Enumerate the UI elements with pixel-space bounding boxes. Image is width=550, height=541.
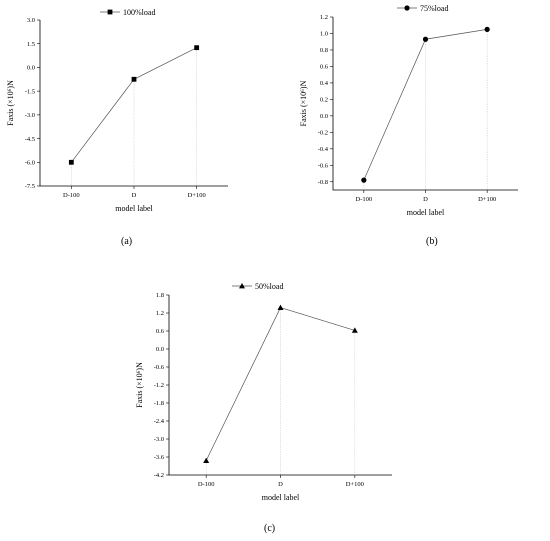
x-tick-label: D+100 (346, 481, 364, 488)
x-tick-label: D (132, 192, 137, 199)
x-tick-label: D-100 (63, 192, 80, 199)
x-axis-title: model label (262, 493, 300, 502)
data-point (422, 36, 429, 42)
y-tick-label: -4.5 (25, 136, 35, 143)
x-tick-label: D+100 (188, 192, 206, 199)
y-tick-label: -3.0 (154, 436, 164, 443)
data-point (484, 26, 490, 32)
y-tick-label: -3.0 (25, 112, 35, 119)
chart-panel-a: 3.0 1.5 0.0 -1.5 -3.0 -4.5 -6.0 -7.5 D-100 D D+100… (0, 0, 275, 230)
chart-panel-b: 1.2 1.0 0.8 0.6 0.4 0.2 0.0 -0.2 -0.4 -0.6 -0.8 D-1… (275, 0, 550, 230)
data-point (68, 159, 74, 165)
x-tick-label: D+100 (478, 196, 496, 203)
x-axis-title: model label (407, 208, 445, 217)
y-tick-label: -1.8 (154, 400, 164, 407)
y-tick-label: -0.2 (318, 130, 328, 137)
axis-lines (332, 17, 518, 191)
y-axis-title: Faxis (×10⁶)N (6, 80, 15, 126)
data-point (194, 45, 200, 51)
y-tick-label: 0.8 (320, 47, 328, 54)
chart-panel-c: 1.8 1.2 0.6 0.0 -0.6 -1.2 -1.8 -2.4 -3.0 -3.6 -4.2… (130, 270, 420, 510)
y-tick-label: -0.6 (318, 162, 329, 169)
chart-c-svg: 1.8 1.2 0.6 0.0 -0.6 -1.2 -1.8 -2.4 -3.0 -3.6 -4.2… (135, 282, 392, 502)
data-point (351, 327, 358, 333)
y-tick-label: -3.6 (154, 454, 165, 461)
data-point (361, 177, 367, 183)
y-tick-label: 0.6 (156, 328, 165, 335)
legend-label: 50%load (255, 282, 283, 291)
x-tick-label: D-100 (356, 196, 373, 203)
y-tick-label: 0.4 (320, 80, 329, 87)
x-axis-title: model label (115, 204, 153, 213)
chart-a-svg: 3.0 1.5 0.0 -1.5 -3.0 -4.5 -6.0 -7.5 D-100 D D+100… (6, 8, 228, 213)
y-tick-label: -1.5 (25, 88, 35, 95)
y-tick-label: -2.4 (154, 418, 165, 425)
chart-b-svg: 1.2 1.0 0.8 0.6 0.4 0.2 0.0 -0.2 -0.4 -0.6 -0.8 D-1… (299, 4, 518, 217)
y-tick-label: -7.5 (25, 183, 35, 190)
y-tick-label: 1.5 (27, 41, 35, 48)
y-tick-label: 1.0 (320, 31, 328, 38)
y-tick-label: 1.2 (156, 310, 164, 317)
caption-b: (b) (426, 236, 438, 247)
y-tick-label: 0.0 (320, 113, 328, 120)
legend-label: 100%load (123, 8, 155, 17)
y-tick-label: 1.8 (156, 292, 164, 299)
y-tick-label: -4.2 (154, 472, 164, 479)
data-point (277, 304, 284, 310)
caption-c: (c) (264, 523, 276, 534)
y-tick-label: 3.0 (27, 17, 35, 24)
legend-marker (404, 5, 410, 11)
y-axis-title: Faxis (×10⁶)N (299, 80, 308, 126)
legend-marker (107, 9, 113, 15)
legend-marker (239, 283, 245, 289)
y-tick-label: 0.0 (27, 65, 35, 72)
x-tick-label: D (423, 196, 428, 203)
legend-label: 75%load (420, 4, 448, 13)
x-tick-label: D-100 (198, 481, 215, 488)
y-tick-label: 0.0 (156, 346, 164, 353)
y-tick-label: -1.2 (154, 382, 164, 389)
y-tick-label: 1.2 (320, 14, 328, 21)
y-tick-label: -6.0 (25, 159, 35, 166)
y-tick-label: -0.8 (318, 179, 328, 186)
y-axis-title: Faxis (×10⁶)N (135, 362, 144, 408)
y-tick-label: 0.6 (320, 64, 329, 71)
y-tick-label: -0.4 (318, 146, 329, 153)
caption-a: (a) (121, 236, 133, 247)
data-point (131, 76, 137, 82)
data-point (203, 457, 210, 463)
x-tick-label: D (278, 481, 283, 488)
y-tick-label: 0.2 (320, 97, 328, 104)
y-tick-label: -0.6 (154, 364, 165, 371)
